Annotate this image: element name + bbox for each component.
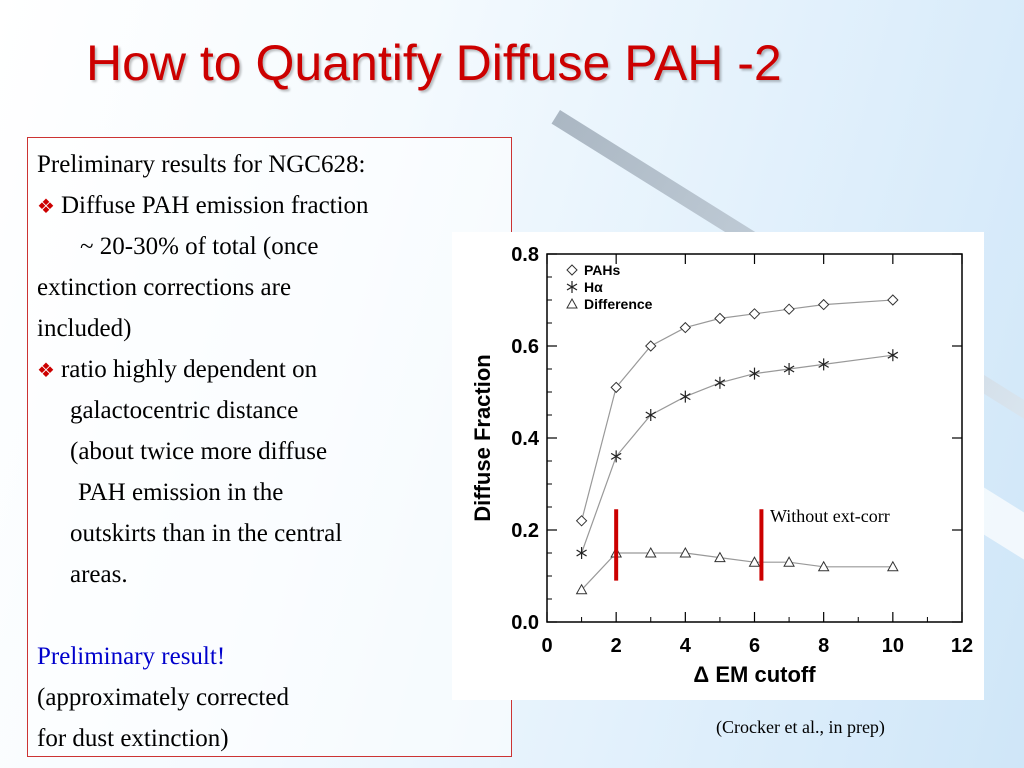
legend-label: PAHs [584, 262, 621, 278]
x-tick-label: 8 [818, 635, 829, 657]
x-axis-label: Δ EM cutoff [693, 662, 816, 687]
text-box [27, 137, 512, 757]
series-line-0 [581, 299, 893, 521]
intro-line: Preliminary results for NGC628: [37, 151, 366, 178]
legend-marker-asterisk [566, 281, 578, 293]
slide-title: How to Quantify Diffuse PAH -2 [86, 35, 782, 91]
x-tick-label: 10 [882, 635, 904, 657]
data-point-asterisk [576, 547, 587, 559]
data-point-diamond [645, 340, 657, 352]
bullet-2-text: ratio highly dependent on [60, 356, 318, 383]
data-point-diamond [748, 308, 761, 320]
data-point-triangle [748, 556, 761, 567]
x-tick-label: 2 [611, 635, 622, 657]
data-point-asterisk [818, 358, 829, 371]
bullet-diamond-icon: ❖ [37, 360, 55, 382]
legend-label: Hα [584, 279, 603, 295]
note-line: for dust extinction) [37, 725, 229, 752]
note-line: (approximately corrected [37, 684, 289, 711]
x-tick-label: 6 [749, 635, 760, 657]
data-point-asterisk [783, 363, 795, 375]
data-point-triangle [714, 551, 726, 563]
data-point-diamond [575, 515, 588, 527]
data-point-diamond [783, 303, 795, 315]
data-point-triangle [783, 556, 795, 567]
y-tick-label: 0.2 [511, 520, 539, 542]
bullet-1-line: ❖ Diffuse PAH emission fraction [37, 192, 369, 221]
data-point-triangle [817, 560, 830, 572]
citation: (Crocker et al., in prep) [716, 717, 885, 737]
bullet-1-text: Diffuse PAH emission fraction [60, 192, 369, 219]
data-point-diamond [817, 298, 830, 311]
series-line-2 [581, 552, 893, 591]
y-tick-label: 0.6 [511, 336, 539, 358]
diffuse-fraction-chart: 0 2 4 6 8 10 12 0.0 0.2 0.4 0.6 0.8 Δ EM cutoff Diffu… [470, 244, 973, 687]
chart-annotation: Without ext-corr [770, 506, 890, 526]
x-tick-label: 4 [680, 635, 692, 657]
bullet-2-cont: galactocentric distance [70, 397, 299, 424]
data-point-asterisk [680, 390, 691, 403]
y-tick-label: 0.8 [511, 244, 539, 266]
bullet-2-cont: areas. [70, 561, 128, 588]
bullet-1-cont: included) [37, 315, 132, 342]
data-point-diamond [610, 381, 622, 394]
bullet-2-cont: outskirts than in the central [70, 520, 343, 547]
y-axis-label: Diffuse Fraction [470, 354, 495, 521]
y-tick-label: 0.4 [511, 428, 540, 450]
x-tick-label: 0 [541, 635, 552, 657]
bullet-1-cont: ~ 20-30% of total (once [80, 233, 319, 260]
bullet-2-line: ❖ ratio highly dependent on [37, 356, 317, 385]
legend-marker-triangle [566, 297, 578, 309]
data-point-asterisk [887, 349, 899, 362]
chart-panel: 0 2 4 6 8 10 12 0.0 0.2 0.4 0.6 0.8 Δ EM cutoff Diffu… [452, 232, 984, 700]
bullet-diamond-icon: ❖ [37, 196, 55, 218]
legend-marker-diamond [566, 264, 578, 276]
data-point-asterisk [610, 450, 622, 463]
y-tick-label: 0.0 [511, 612, 539, 634]
data-point-asterisk [645, 409, 657, 421]
data-point-triangle [886, 560, 899, 572]
data-point-asterisk [714, 376, 726, 389]
legend-label: Difference [584, 296, 653, 312]
bullet-1-cont: extinction corrections are [37, 274, 292, 301]
data-point-diamond [679, 321, 692, 334]
data-point-triangle [679, 546, 692, 558]
preliminary-label: Preliminary result! [37, 643, 226, 670]
x-tick-label: 12 [951, 635, 973, 657]
data-point-triangle [575, 583, 588, 595]
data-point-asterisk [749, 367, 760, 380]
data-point-diamond [887, 294, 899, 306]
data-point-triangle [644, 546, 657, 558]
bullet-2-cont: PAH emission in the [78, 479, 284, 506]
data-point-diamond [714, 312, 726, 325]
bullet-2-cont: (about twice more diffuse [70, 438, 328, 465]
